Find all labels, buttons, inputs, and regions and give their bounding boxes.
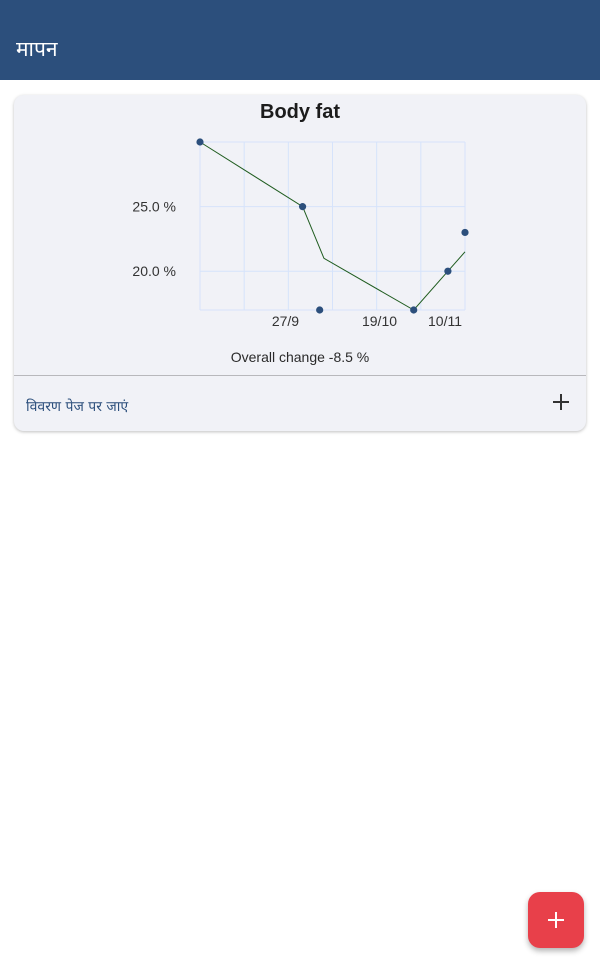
add-measurement-button[interactable] (528, 892, 584, 948)
chart-line-layer (199, 141, 466, 311)
data-point (316, 306, 324, 314)
x-tick-label: 27/9 (272, 313, 299, 329)
details-page-row[interactable]: विवरण पेज पर जाएं (14, 376, 586, 431)
app-bar: मापन (0, 0, 600, 80)
x-tick-label: 10/11 (428, 313, 462, 329)
y-tick-label: 25.0 % (132, 199, 176, 215)
chart-title: Body fat (260, 101, 340, 123)
data-point (298, 203, 307, 211)
body-fat-chart: 25.0 % 20.0 % 27/9 19/10 10/11 (132, 138, 469, 329)
data-point (461, 228, 469, 237)
chart-points (196, 138, 469, 314)
overall-change-label: Overall change -8.5 % (230, 349, 370, 365)
chart-grid (199, 141, 466, 311)
data-point (196, 138, 204, 146)
details-page-link[interactable]: विवरण पेज पर जाएं (26, 399, 129, 415)
body-fat-card: Body fat 25.0 % 20.0 % 27/9 19/10 10/11 Over… (14, 95, 586, 431)
chart-axis-labels: 25.0 % 20.0 % 27/9 19/10 10/11 (132, 199, 462, 329)
y-tick-label: 20.0 % (132, 263, 176, 279)
data-point (444, 267, 452, 275)
x-tick-label: 19/10 (362, 313, 397, 329)
plus-icon (547, 911, 565, 929)
series-line (199, 141, 466, 311)
plus-icon[interactable] (552, 393, 570, 411)
card-divider (14, 375, 586, 376)
app-title: मापन (16, 37, 58, 61)
data-point (410, 306, 418, 314)
